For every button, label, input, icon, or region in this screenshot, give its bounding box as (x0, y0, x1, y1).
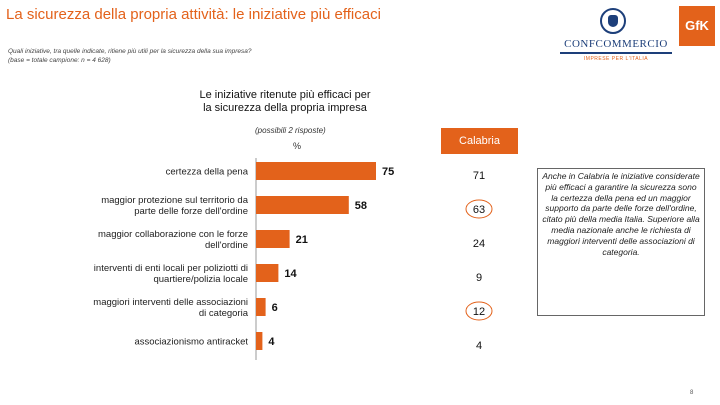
chart-title-line-2: la sicurezza della propria impresa (203, 102, 367, 114)
region-value-5: 12 (473, 306, 485, 318)
gfk-logo: GfK (679, 6, 715, 46)
confcommercio-tagline: IMPRESE PER L'ITALIA (583, 56, 649, 62)
bar-1 (256, 162, 376, 180)
bar-value-label-1: 75 (382, 166, 394, 178)
category-label-2-line-2: parte delle forze dell'ordine (134, 206, 248, 217)
confcommercio-logo: CONFCOMMERCIO IMPRESE PER L'ITALIA (556, 8, 676, 70)
category-label-5-line-1: maggiori interventi delle associazioni (93, 297, 248, 308)
confcommercio-underline (560, 52, 672, 54)
region-column-header: Calabria (441, 128, 518, 154)
bar-value-label-6: 4 (268, 336, 275, 348)
region-value-6: 4 (476, 340, 482, 352)
region-highlight-circle-2 (465, 199, 493, 219)
confcommercio-seal-icon (600, 8, 626, 34)
page-title: La sicurezza della propria attività: le … (6, 6, 381, 23)
category-label-4-line-1: interventi di enti locali per poliziotti… (94, 263, 248, 274)
category-label-4-line-2: quartiere/polizia locale (153, 274, 248, 285)
category-label-3-line-2: dell'ordine (205, 240, 248, 251)
bar-value-label-3: 21 (296, 234, 308, 246)
page-number: 8 (690, 390, 694, 396)
commentary-note: Anche in Calabria le iniziative consider… (537, 168, 705, 316)
category-label-1-line-1: certezza della pena (166, 167, 249, 178)
category-label-5-line-2: di categoria (199, 308, 249, 319)
chart-title-line-1: Le iniziative ritenute più efficaci per (199, 89, 371, 101)
category-label-2-line-1: maggior protezione sul territorio da (101, 195, 249, 206)
question-text: Quali iniziative, tra quelle indicate, r… (8, 47, 252, 65)
bar-value-label-2: 58 (355, 200, 367, 212)
confcommercio-wordmark: CONFCOMMERCIO (564, 38, 668, 50)
bar-3 (256, 230, 290, 248)
region-value-1: 71 (473, 170, 485, 182)
region-value-4: 9 (476, 272, 482, 284)
bar-value-label-4: 14 (284, 268, 297, 280)
chart-unit: % (293, 141, 302, 151)
bar-4 (256, 264, 279, 282)
bar-6 (256, 332, 263, 350)
region-highlight-circle-5 (465, 301, 493, 321)
category-label-3-line-1: maggior collaborazione con le forze (98, 229, 248, 240)
bar-2 (256, 196, 349, 214)
category-label-6-line-1: associazionismo antiracket (134, 337, 248, 348)
chart-subtitle: (possibili 2 risposte) (255, 126, 326, 135)
region-value-2: 63 (473, 204, 485, 216)
base-line: (base = totale campione: n = 4 628) (8, 57, 111, 64)
chart-title: Le iniziative ritenute più efficaci per … (150, 89, 420, 115)
bar-value-label-5: 6 (272, 302, 278, 314)
bar-5 (256, 298, 266, 316)
question-line: Quali iniziative, tra quelle indicate, r… (8, 48, 252, 55)
region-value-3: 24 (473, 238, 485, 250)
